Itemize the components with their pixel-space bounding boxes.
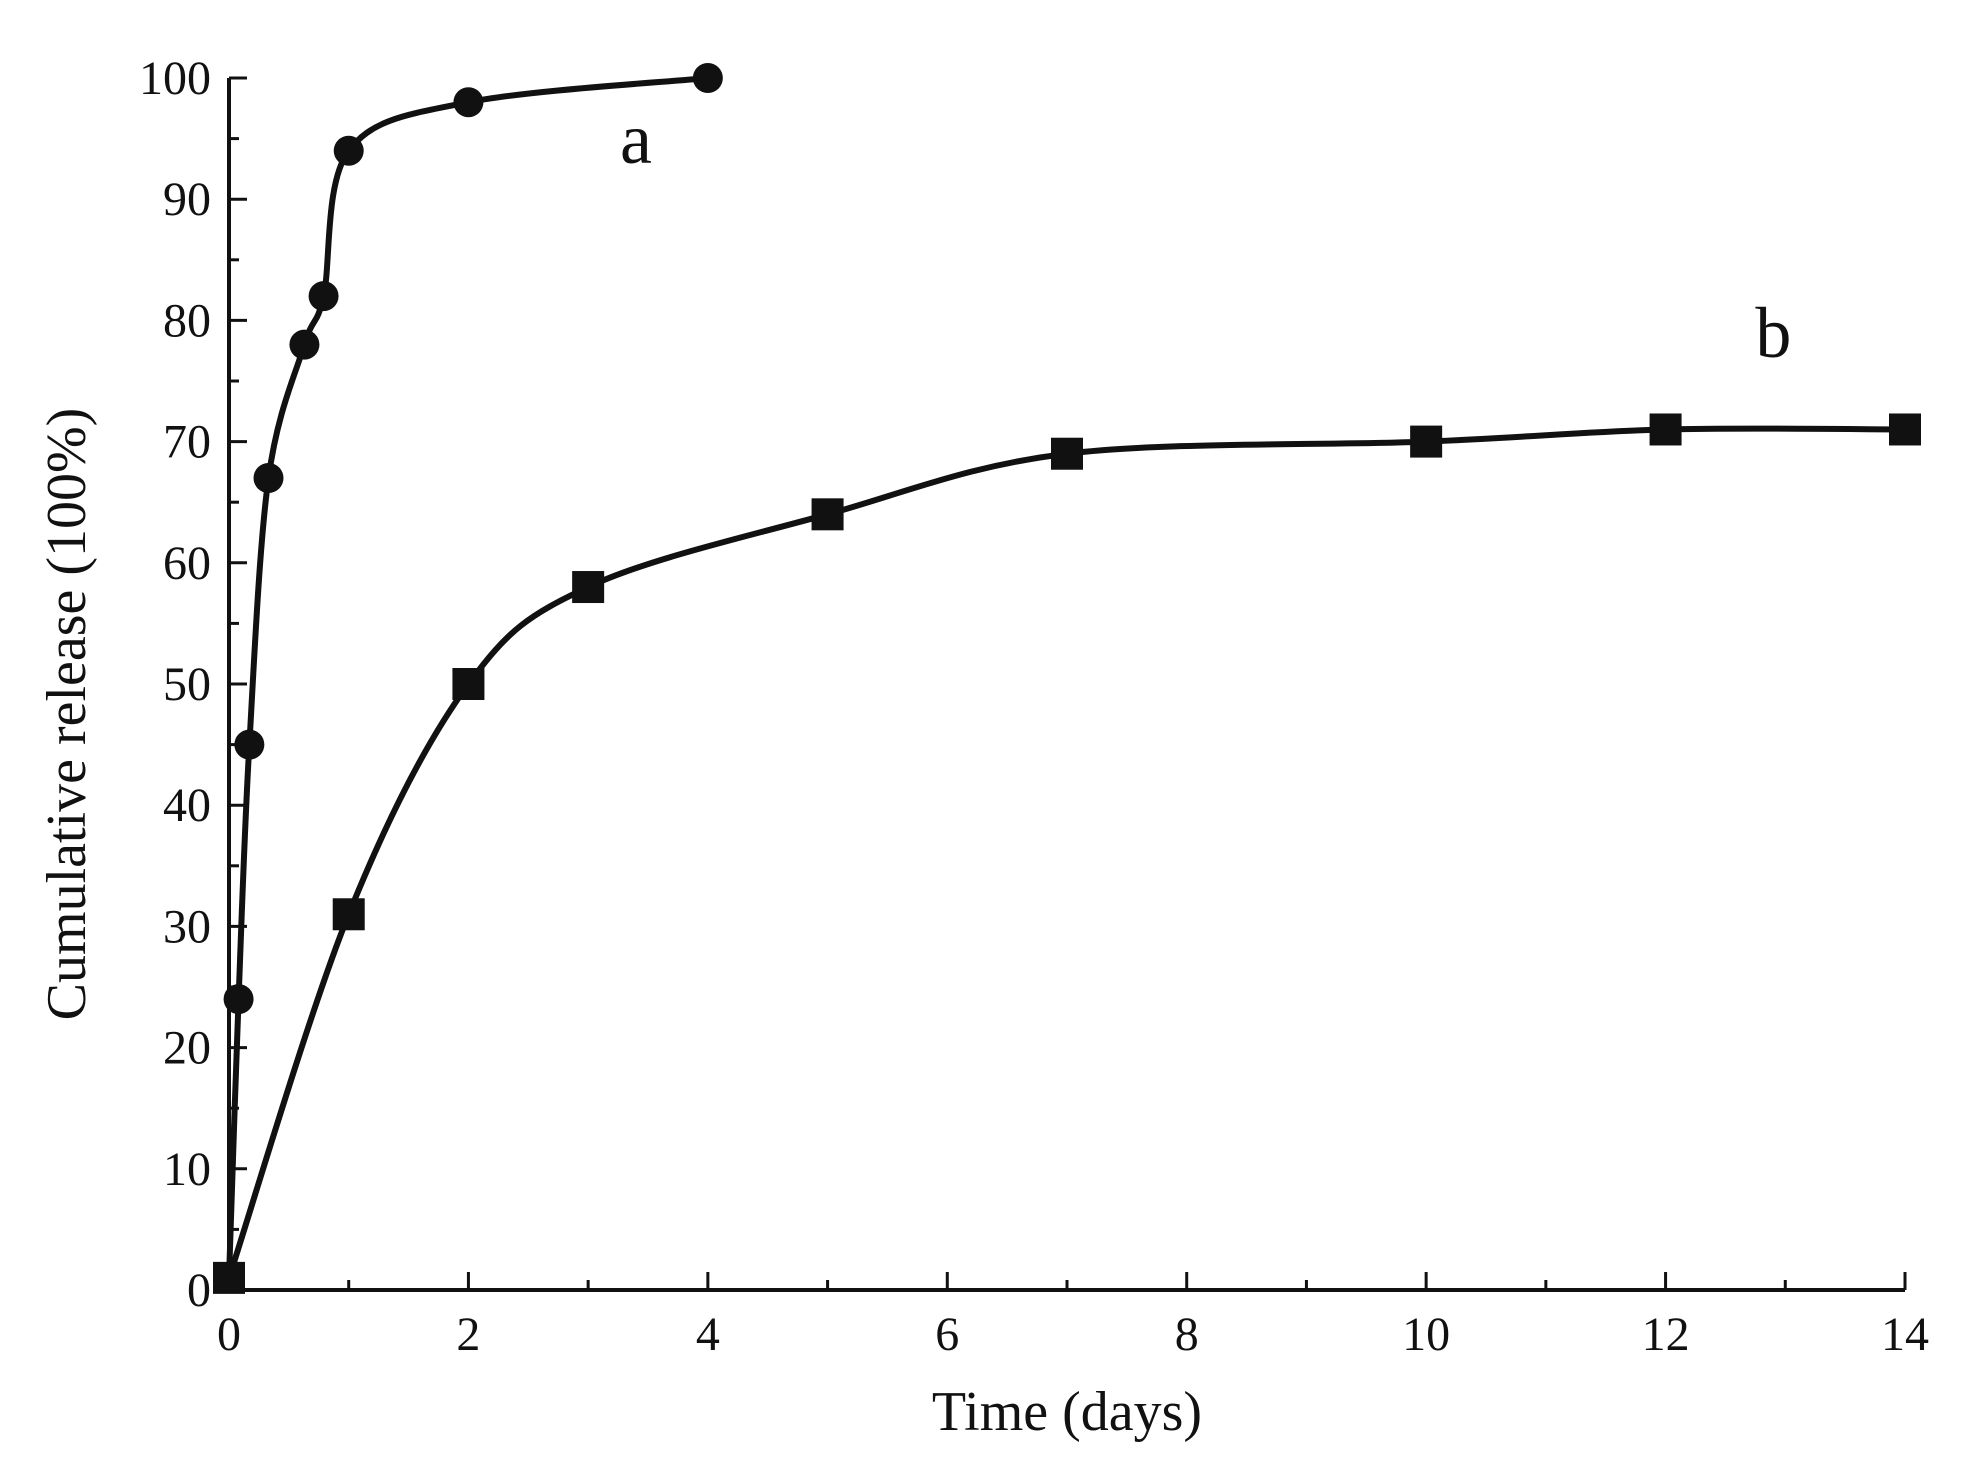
ticks: 0 2 4 6 8 10 12 14 0 10 20 30 40 50 60 70 80 90 100 — [139, 52, 1929, 1361]
series-a-point — [692, 63, 723, 93]
y-tick-label-10: 10 — [163, 1143, 211, 1196]
series-b-point — [1889, 413, 1921, 446]
series-b-point — [332, 898, 365, 931]
y-tick-label-60: 60 — [163, 537, 211, 590]
x-axis-title: Time (days) — [932, 1381, 1202, 1443]
y-tick-label-0: 0 — [187, 1264, 211, 1317]
curve-label-a: a — [620, 99, 652, 179]
annotation-layer: ab — [620, 99, 1791, 373]
x-tick-label-0: 0 — [217, 1308, 241, 1361]
series-b-point — [811, 498, 844, 531]
series-b-point — [213, 1261, 245, 1294]
y-tick-label-20: 20 — [163, 1022, 211, 1075]
y-tick-label-90: 90 — [163, 173, 211, 226]
series-a-point — [253, 462, 284, 493]
series-b-point — [1051, 437, 1083, 470]
series-b-point — [1649, 413, 1682, 446]
series-b — [213, 413, 1921, 1294]
x-tick-label-2: 2 — [456, 1308, 480, 1361]
y-tick-label-40: 40 — [163, 779, 211, 832]
x-tick-label-4: 4 — [696, 1308, 720, 1361]
series-b-point — [452, 668, 485, 700]
series-a-point — [333, 135, 364, 166]
y-tick-label-30: 30 — [163, 900, 211, 953]
series-a — [214, 63, 723, 1293]
series-a-point — [453, 87, 484, 118]
x-tick-label-6: 6 — [935, 1308, 959, 1361]
x-tick-label-12: 12 — [1642, 1308, 1690, 1361]
series-b-line — [226, 425, 1908, 1281]
x-tick-label-10: 10 — [1402, 1308, 1450, 1361]
series-b-point — [1410, 425, 1443, 458]
x-tick-label-14: 14 — [1881, 1308, 1929, 1361]
curve-label-b: b — [1755, 293, 1791, 373]
series-a-point — [234, 729, 265, 760]
series-layer — [213, 63, 1921, 1294]
y-axis-title: Cumulative release (100%) — [36, 408, 98, 1021]
y-tick-label-50: 50 — [163, 658, 211, 711]
x-tick-label-8: 8 — [1175, 1308, 1199, 1361]
y-tick-label-100: 100 — [139, 52, 211, 105]
series-a-point — [289, 329, 320, 360]
series-a-line — [226, 75, 711, 1281]
series-a-point — [308, 281, 339, 312]
y-tick-label-70: 70 — [163, 416, 211, 469]
series-b-point — [572, 571, 605, 604]
series-a-point — [223, 984, 254, 1015]
y-tick-label-80: 80 — [163, 294, 211, 347]
